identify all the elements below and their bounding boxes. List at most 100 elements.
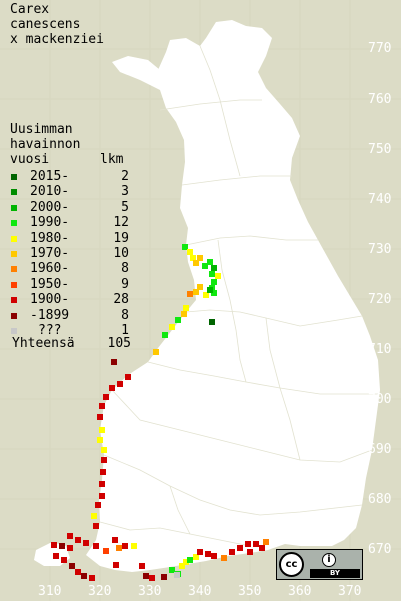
legend-label: 2010- [30, 184, 70, 200]
observation-marker [183, 305, 189, 311]
observation-marker [197, 255, 203, 261]
observation-marker [169, 567, 175, 573]
legend-count: 5 [121, 199, 129, 215]
legend-label: 1970- [30, 245, 70, 261]
legend-label: 1960- [30, 261, 70, 277]
legend-swatch [11, 297, 17, 304]
observation-marker [101, 457, 107, 463]
observation-marker [75, 569, 81, 575]
x-tick-340: 340 [188, 584, 212, 599]
observation-marker [193, 260, 199, 266]
legend-swatch [11, 174, 17, 180]
observation-marker [207, 287, 213, 293]
observation-marker [93, 523, 99, 529]
x-tick-320: 320 [88, 584, 112, 599]
legend-count: 19 [113, 230, 129, 246]
species-hybrid: x mackenziei [10, 32, 104, 47]
observation-marker [162, 332, 168, 338]
legend-count: 8 [121, 261, 129, 277]
legend-row-1899: -1899 8 [8, 308, 133, 323]
legend-total: Yhteensä 105 [12, 336, 131, 351]
y-tick-670: 670 [368, 542, 392, 557]
legend-swatch [11, 266, 17, 273]
observation-marker [211, 553, 217, 559]
observation-marker [101, 447, 107, 453]
observation-marker [207, 259, 213, 265]
observation-marker [211, 265, 217, 271]
observation-marker [59, 543, 65, 549]
y-tick-680: 680 [368, 492, 392, 507]
observation-marker [247, 549, 253, 555]
legend-swatch [11, 327, 17, 334]
legend: 2015- 2 2010- 3 2000- 5 1990- 12 1980- 19 197… [8, 169, 133, 338]
observation-marker [153, 349, 159, 355]
legend-swatch [11, 312, 17, 319]
legend-heading-line1: Uusimman [10, 122, 73, 137]
y-tick-720: 720 [368, 292, 392, 307]
observation-marker [111, 359, 117, 365]
x-tick-370: 370 [338, 584, 362, 599]
legend-count: 8 [121, 307, 129, 323]
observation-marker [209, 271, 215, 277]
legend-row-2010: 2010- 3 [8, 184, 133, 199]
municipal-borders [99, 45, 378, 547]
observation-marker [253, 541, 259, 547]
legend-row-unknown: ??? 1 [8, 323, 133, 338]
observation-points [51, 244, 269, 581]
observation-marker [245, 541, 251, 547]
x-tick-330: 330 [138, 584, 162, 599]
observation-marker [190, 255, 196, 261]
observation-marker [67, 533, 73, 539]
observation-marker [113, 562, 119, 568]
observation-marker [229, 549, 235, 555]
legend-count: 2 [121, 169, 129, 184]
cc-by-license-badge[interactable]: cc i BY [276, 549, 363, 580]
species-title: Carex canescens x mackenziei [10, 2, 104, 47]
observation-marker [99, 481, 105, 487]
legend-label: -1899 [30, 307, 70, 323]
observation-marker [169, 324, 175, 330]
observation-marker [237, 545, 243, 551]
observation-marker [89, 575, 95, 581]
observation-marker [61, 557, 67, 563]
observation-marker [179, 563, 185, 569]
y-tick-750: 750 [368, 142, 392, 157]
legend-heading: Uusimman havainnon vuosi lkm [10, 122, 135, 167]
finland-landmass [86, 20, 380, 572]
observation-marker [97, 437, 103, 443]
by-label: BY [310, 569, 360, 578]
legend-year-column: vuosi [10, 152, 50, 167]
species-epithet: canescens [10, 17, 81, 32]
observation-marker [99, 427, 105, 433]
observation-marker [215, 273, 221, 279]
observation-marker [67, 545, 73, 551]
observation-marker [131, 543, 137, 549]
legend-swatch [11, 204, 17, 211]
legend-label: 1950- [30, 276, 70, 292]
legend-row-1980: 1980- 19 [8, 231, 133, 246]
legend-count-column: lkm [100, 152, 124, 167]
legend-row-2015: 2015- 2 [8, 169, 133, 184]
legend-count: 28 [113, 292, 129, 308]
x-tick-310: 310 [38, 584, 62, 599]
observation-marker [174, 572, 180, 578]
observation-marker [149, 575, 155, 581]
cc-icon: cc [279, 552, 304, 577]
observation-marker [221, 555, 227, 561]
species-genus: Carex [10, 2, 50, 17]
legend-label: 1980- [30, 230, 70, 246]
x-tick-360: 360 [288, 584, 312, 599]
observation-marker [181, 311, 187, 317]
observation-marker [183, 559, 189, 565]
observation-marker [95, 502, 101, 508]
observation-marker [99, 493, 105, 499]
legend-row-1970: 1970- 10 [8, 246, 133, 261]
observation-marker [93, 543, 99, 549]
observation-marker [209, 319, 215, 325]
observation-marker [263, 539, 269, 545]
observation-marker [193, 289, 199, 295]
y-tick-760: 760 [368, 92, 392, 107]
observation-marker [197, 284, 203, 290]
legend-count: 3 [121, 184, 129, 200]
